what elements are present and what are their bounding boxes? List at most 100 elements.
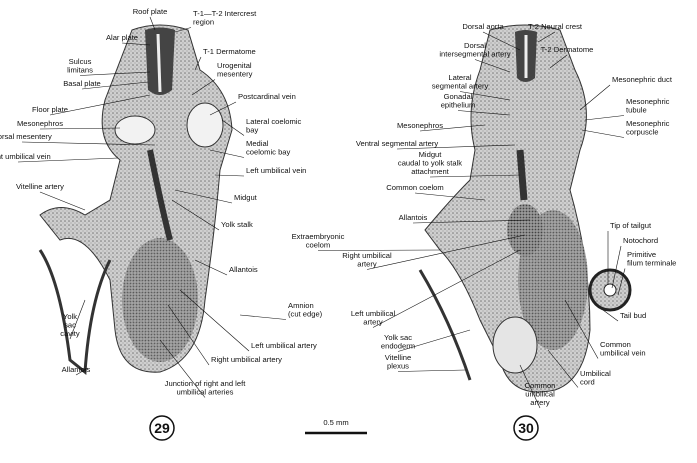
structure-label: Mesonephric <box>626 119 670 128</box>
structure-label: umbilical arteries <box>177 388 234 397</box>
structure-label: epithelium <box>441 101 476 110</box>
structure-label: mesentery <box>217 70 253 79</box>
leader-line <box>194 259 228 276</box>
structure-label: Postcardinal vein <box>238 92 296 101</box>
structure-label: limitans <box>67 66 93 75</box>
structure-label: Extraembryonic <box>292 232 345 241</box>
structure-label: corpuscle <box>626 128 659 137</box>
leader-line <box>549 54 568 69</box>
structure-label: tubule <box>626 106 647 115</box>
leader-line <box>611 245 622 289</box>
structure-label: T-2 Dermatome <box>541 45 594 54</box>
leader-line <box>221 119 245 136</box>
leader-line <box>602 309 619 322</box>
leader-line <box>414 192 486 201</box>
structure-label: T-1 Dermatome <box>203 47 256 56</box>
structure-label: Amnion <box>288 301 314 310</box>
leader-line <box>39 127 121 130</box>
leader-line <box>209 101 237 116</box>
leader-line <box>429 174 521 178</box>
structure-label: Allantois <box>62 365 91 374</box>
structure-label: Left umbilical vein <box>246 166 306 175</box>
leader-line <box>519 364 541 409</box>
leader-line <box>317 249 441 251</box>
structure-label: sac <box>64 321 76 330</box>
structure-label: Umbilical <box>580 369 611 378</box>
structure-label: Tip of tailgut <box>610 221 652 230</box>
structure-label: Dorsal <box>464 41 486 50</box>
leader-line <box>174 27 192 33</box>
section-29 <box>38 24 233 375</box>
leader-line <box>121 42 151 46</box>
leader-line <box>214 174 245 177</box>
leader-line <box>366 234 526 270</box>
leader-line <box>179 289 250 352</box>
structure-label: Notochord <box>623 236 658 245</box>
leader-line <box>397 329 471 352</box>
leader-line <box>547 349 579 388</box>
leader-line <box>537 31 556 43</box>
structure-label: artery <box>363 318 383 327</box>
scale-bar: 0.5 mm <box>305 418 367 435</box>
leader-line <box>412 219 531 224</box>
structure-label: Dorsal mesentery <box>0 132 52 141</box>
leader-line <box>474 59 511 73</box>
leader-line <box>396 144 516 150</box>
leader-line <box>39 191 86 211</box>
leader-line <box>459 91 511 101</box>
structure-label: Junction of right and left <box>165 379 247 388</box>
structure-label: intersegmental artery <box>439 50 511 59</box>
leader-line <box>75 367 89 376</box>
leader-line <box>49 94 151 116</box>
structure-label: T-1—T-2 Intercrest <box>193 9 257 18</box>
structure-label: Vitelline artery <box>16 182 64 191</box>
structure-label: Right umbilical vein <box>0 152 51 161</box>
structure-label: Allantois <box>229 265 258 274</box>
structure-label: Roof plate <box>133 7 168 16</box>
leader-line <box>79 71 151 76</box>
structure-label: Tail bud <box>620 311 646 320</box>
structure-label: region <box>193 18 214 27</box>
structure-label: umbilical vein <box>600 349 646 358</box>
structure-label: Primitive <box>627 250 656 259</box>
leader-line <box>17 157 119 163</box>
figure-number-circle <box>149 415 175 441</box>
structure-label: Alar plate <box>106 33 138 42</box>
structure-label: Yolk <box>63 312 77 321</box>
leader-line <box>81 81 149 90</box>
structure-label: Gonadal <box>444 92 473 101</box>
leader-line <box>372 249 521 328</box>
structure-label: Yolk stalk <box>221 220 253 229</box>
leader-line <box>174 189 233 204</box>
leader-line <box>21 141 156 146</box>
leader-line <box>581 129 625 138</box>
leader-line <box>191 79 216 96</box>
structure-label: Mesonephric <box>626 97 670 106</box>
scale-label: 0.5 mm <box>323 418 348 427</box>
structure-label: Floor plate <box>32 105 68 114</box>
leader-line <box>159 339 206 398</box>
structure-label: Mesonephros <box>17 119 63 128</box>
leader-line <box>419 124 486 132</box>
structure-label: Sulcus <box>69 57 92 66</box>
structure-label: filum terminale <box>627 259 676 268</box>
structure-label: T-2 Neural crest <box>528 22 583 31</box>
structure-label: Basal plate <box>63 79 101 88</box>
structure-label: Left umbilical artery <box>251 341 317 350</box>
structure-label: Mesonephros <box>397 121 443 130</box>
leader-line <box>584 115 625 121</box>
leader-line <box>209 149 245 158</box>
structure-label: caudal to yolk stalk <box>398 159 462 168</box>
leader-line <box>617 268 626 296</box>
structure-label: Left umbilical <box>351 309 396 318</box>
structure-label: Common <box>525 381 556 390</box>
structure-label: (cut edge) <box>288 310 323 319</box>
structure-label: bay <box>246 126 258 135</box>
structure-label: Vitelline <box>385 353 411 362</box>
structure-label: Dorsal aorta <box>462 22 504 31</box>
structure-label: Yolk sac <box>384 333 412 342</box>
structure-label: plexus <box>387 362 409 371</box>
structure-label: artery <box>530 398 550 407</box>
structure-label: Mesonephric duct <box>612 75 673 84</box>
